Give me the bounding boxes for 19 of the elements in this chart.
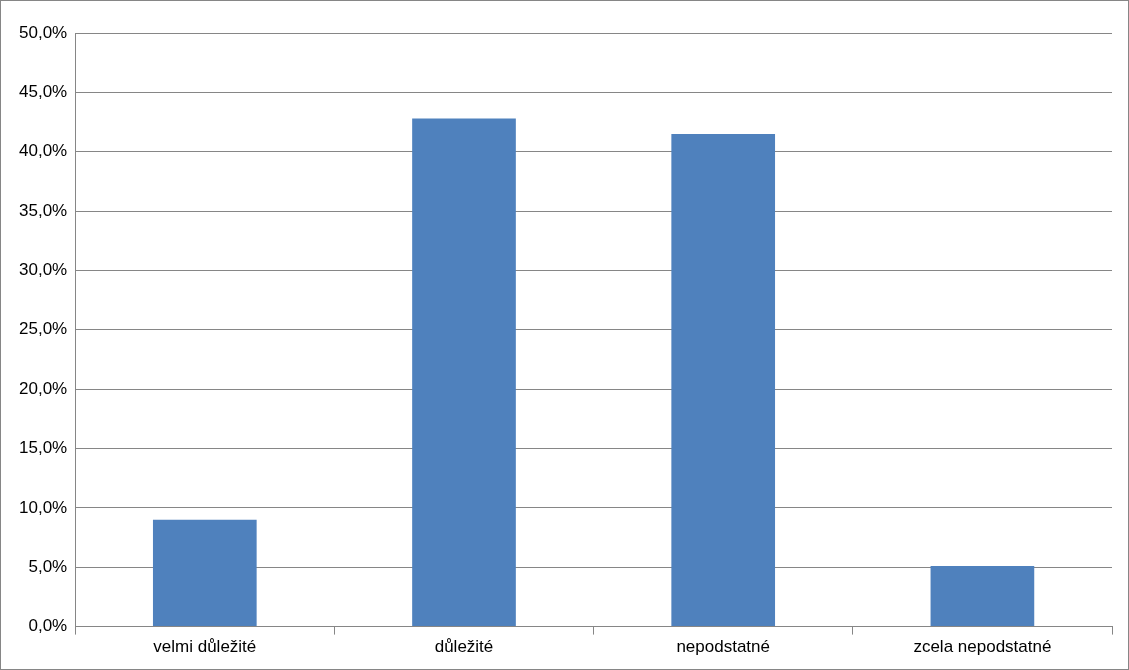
x-tick-label: zcela nepodstatné xyxy=(913,637,1052,657)
y-tick-label: 5,0% xyxy=(28,556,68,576)
bar xyxy=(930,566,1035,627)
y-tick-label: 30,0% xyxy=(19,260,68,280)
y-tick-label: 35,0% xyxy=(19,200,68,220)
bar xyxy=(412,118,516,627)
y-tick-label: 50,0% xyxy=(19,22,68,42)
x-tick-label: nepodstatné xyxy=(676,637,770,657)
y-tick-label: 10,0% xyxy=(19,497,68,517)
y-tick-label: 40,0% xyxy=(19,141,68,161)
x-tick-label: důležité xyxy=(434,637,494,657)
bar xyxy=(671,133,776,627)
y-tick-label: 20,0% xyxy=(19,378,68,398)
y-tick-label: 0,0% xyxy=(28,616,68,636)
y-tick-label: 45,0% xyxy=(19,82,68,102)
bar xyxy=(152,519,257,627)
y-tick-label: 15,0% xyxy=(19,438,68,458)
y-tick-label: 25,0% xyxy=(19,319,68,339)
x-tick-label: velmi důležité xyxy=(153,637,257,657)
